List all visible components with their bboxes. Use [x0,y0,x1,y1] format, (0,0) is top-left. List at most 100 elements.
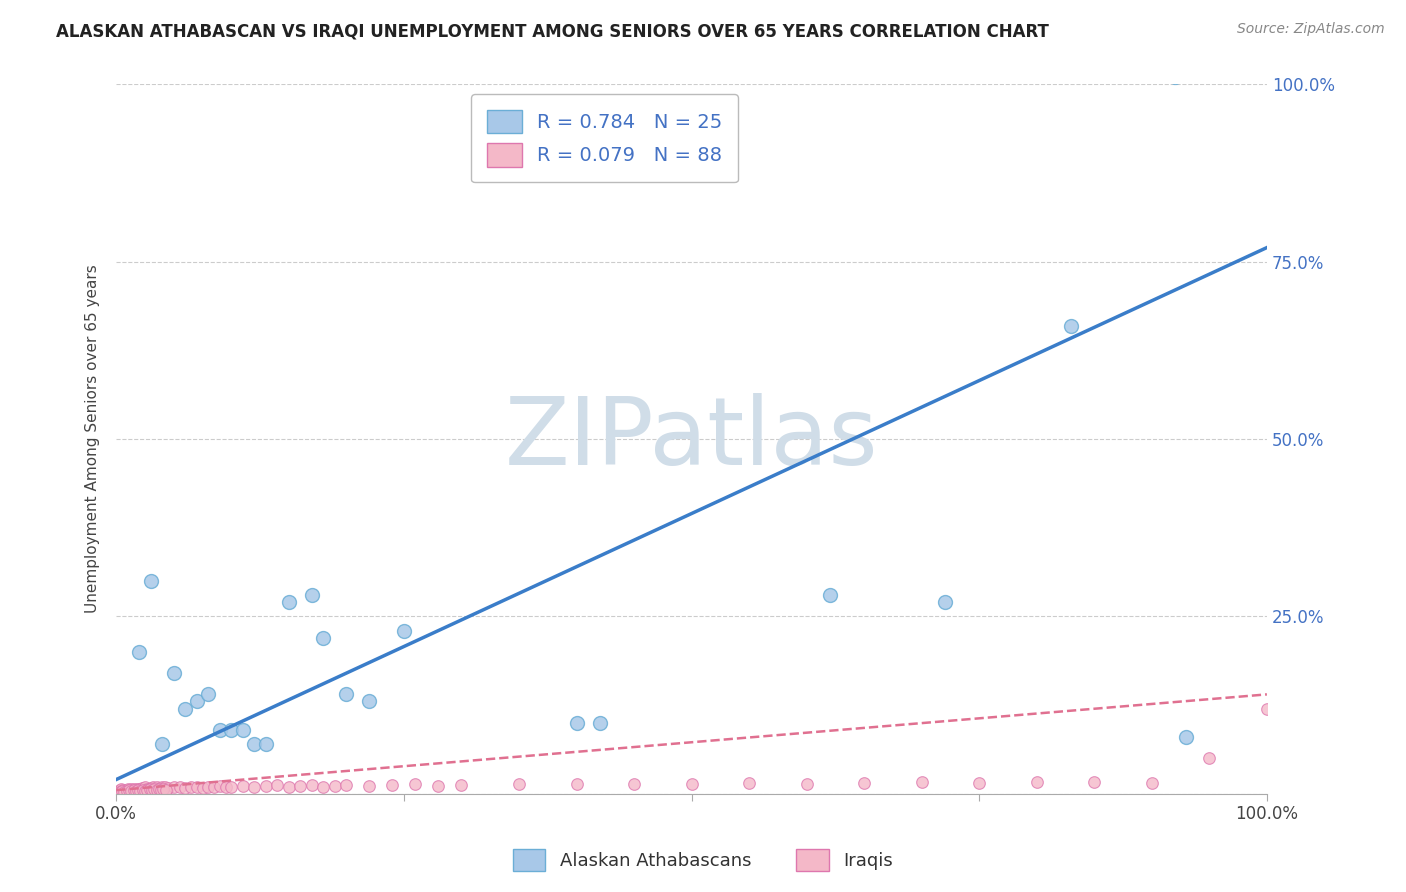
Point [796,777,818,791]
Point [1060,318,1083,333]
Point [381,778,404,792]
Point [243,780,266,794]
Point [139,574,162,588]
Point [112,784,135,798]
Point [128,645,150,659]
Point [1198,751,1220,765]
Point [202,780,225,794]
Point [153,780,176,794]
Point [186,694,208,708]
Point [565,715,588,730]
Y-axis label: Unemployment Among Seniors over 65 years: Unemployment Among Seniors over 65 years [86,265,100,614]
Point [108,784,131,798]
Point [1140,776,1163,790]
Point [114,784,136,798]
Point [208,779,231,793]
Point [290,779,312,793]
Text: ALASKAN ATHABASCAN VS IRAQI UNEMPLOYMENT AMONG SENIORS OVER 65 YEARS CORRELATION: ALASKAN ATHABASCAN VS IRAQI UNEMPLOYMENT… [56,22,1049,40]
Legend: Alaskan Athabascans, Iraqis: Alaskan Athabascans, Iraqis [506,842,900,879]
Point [450,778,472,792]
Legend: R = 0.784   N = 25, R = 0.079   N = 88: R = 0.784 N = 25, R = 0.079 N = 88 [471,95,738,183]
Point [141,783,163,797]
Point [120,782,142,797]
Point [132,783,155,797]
Point [359,694,381,708]
Point [623,777,645,791]
Point [150,780,173,795]
Point [155,783,177,797]
Text: Source: ZipAtlas.com: Source: ZipAtlas.com [1237,22,1385,37]
Point [174,780,197,795]
Point [163,666,186,681]
Point [121,784,143,798]
Point [145,780,167,794]
Point [508,777,530,791]
Point [128,781,150,796]
Point [191,780,214,795]
Point [312,631,335,645]
Point [120,784,142,798]
Point [117,782,139,797]
Point [243,737,266,751]
Point [277,595,299,609]
Point [134,784,156,798]
Point [853,776,876,790]
Point [1083,774,1105,789]
Point [232,779,254,793]
Point [186,780,208,794]
Point [221,780,243,794]
Point [138,782,160,797]
Point [118,783,141,797]
Point [392,624,415,638]
Point [1256,701,1278,715]
Point [122,781,145,796]
Point [277,780,299,794]
Point [136,783,159,797]
Point [111,784,134,798]
Point [145,783,167,797]
Point [115,784,138,798]
Point [142,780,165,795]
Point [120,783,142,797]
Point [122,783,145,797]
Point [232,723,254,737]
Point [148,782,170,797]
Point [129,784,152,798]
Point [107,784,129,798]
Point [911,775,934,789]
Point [967,776,990,790]
Point [312,780,335,794]
Point [197,780,219,795]
Point [301,778,323,792]
Point [149,780,172,795]
Point [323,779,346,793]
Point [738,776,761,790]
Point [208,723,231,737]
Point [131,780,153,795]
Point [681,777,703,791]
Point [1025,775,1047,789]
Point [266,778,288,792]
Point [136,781,159,796]
Point [335,687,357,701]
Point [1164,70,1187,85]
Point [152,782,174,797]
Point [111,784,134,798]
Point [174,701,197,715]
Point [588,715,610,730]
Point [124,783,146,797]
Point [934,595,956,609]
Point [427,779,450,793]
Point [157,780,180,795]
Point [115,783,138,797]
Point [359,779,381,793]
Point [197,687,219,701]
Point [125,782,148,797]
Point [254,737,277,751]
Point [134,780,156,795]
Point [112,784,135,798]
Point [404,777,426,791]
Point [1175,730,1198,744]
Point [335,778,357,792]
Point [139,780,162,795]
